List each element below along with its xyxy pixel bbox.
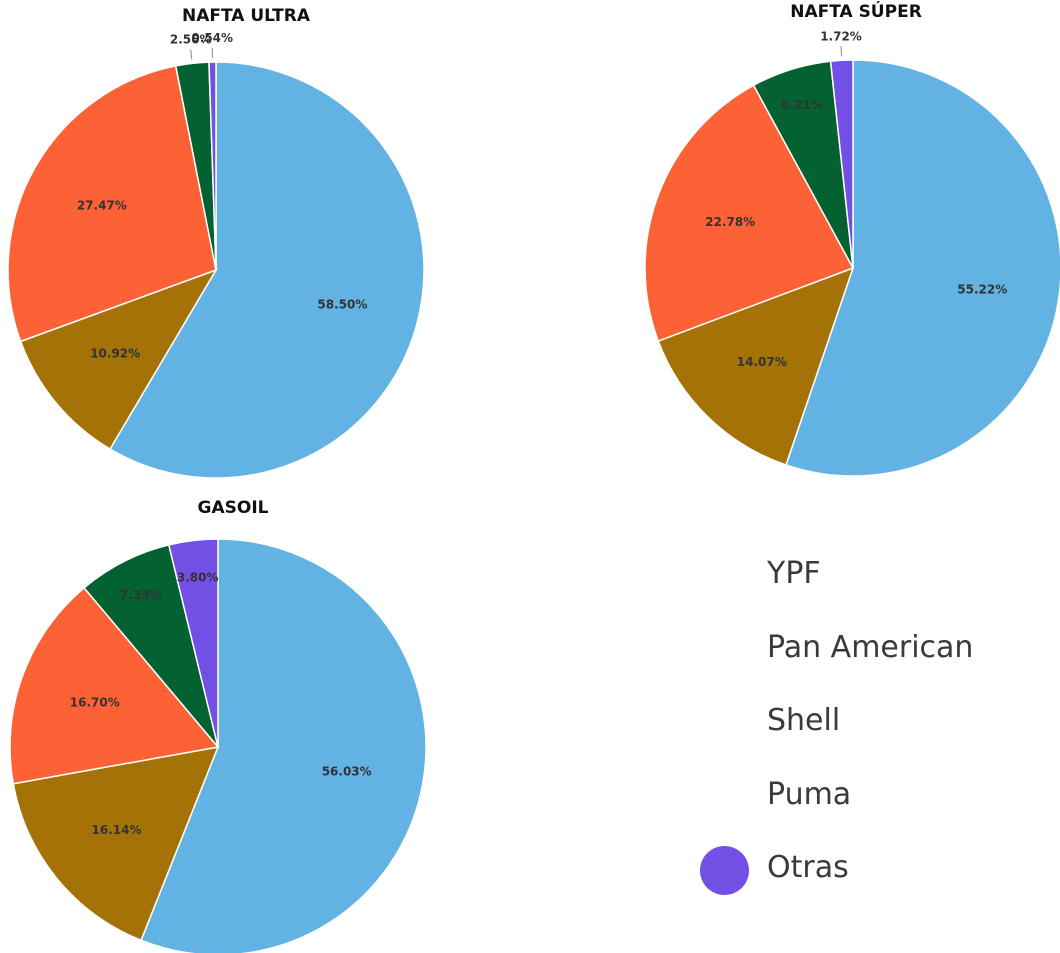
slice-gasoil-ypf <box>140 538 427 953</box>
slice-gasoil-puma <box>12 746 220 942</box>
legend-swatch-ypf <box>700 552 749 601</box>
slice-label-nafta-ultra-otras: 0.54% <box>191 31 233 45</box>
leader-line-nafta-s-per-otras <box>840 46 843 57</box>
pie-title-nafta-ultra: NAFTA ULTRA <box>182 6 311 26</box>
legend-label-ypf: YPF <box>767 556 821 591</box>
legend-item-pan-american: Pan American <box>700 612 1040 686</box>
leader-line-nafta-ultra-shell <box>190 49 193 60</box>
slice-label-nafta-s-per-puma: 14.07% <box>737 355 787 369</box>
slice-label-nafta-ultra-puma: 10.92% <box>90 347 140 361</box>
legend-item-shell: Shell <box>700 685 1040 759</box>
legend-label-otras: Otras <box>767 850 849 885</box>
slice-label-nafta-s-per-pan-american: 22.78% <box>705 215 755 229</box>
legend-swatch-puma <box>700 772 749 822</box>
pie-title-gasoil: GASOIL <box>198 498 269 518</box>
slice-label-nafta-ultra-pan-american: 27.47% <box>77 199 127 213</box>
legend-item-puma: Puma <box>700 759 1040 833</box>
slice-label-gasoil-ypf: 56.03% <box>322 765 372 779</box>
pie-gasoil: GASOIL 56.03% 16.14% 16.70% 7.33% 3.80% <box>9 498 427 953</box>
slice-nafta-ultra-puma <box>19 268 218 451</box>
slice-label-nafta-s-per-otras: 1.72% <box>820 29 862 43</box>
slice-nafta-ultra-pan-american <box>7 65 217 343</box>
legend-item-ypf: YPF <box>700 538 1040 612</box>
slice-label-nafta-s-per-ypf: 55.22% <box>957 282 1007 296</box>
pie-nafta-ultra: NAFTA ULTRA 58.50% 10.92% 27.47% 2.56%0.54% <box>7 6 425 479</box>
slice-label-nafta-ultra-ypf: 58.50% <box>317 298 367 312</box>
legend-label-pan-american: Pan American <box>767 629 974 665</box>
slice-label-gasoil-puma: 16.14% <box>92 823 142 837</box>
legend-label-puma: Puma <box>767 776 852 812</box>
legend-label-shell: Shell <box>767 703 841 738</box>
pie-title-nafta-s-per: NAFTA SÚPER <box>790 0 922 22</box>
slice-label-gasoil-otras: 3.80% <box>177 571 219 585</box>
slice-nafta-s-per-ypf <box>785 59 1060 477</box>
legend: YPF Pan American Shell Puma Otras <box>700 538 1040 906</box>
legend-swatch-pan-american <box>700 625 749 675</box>
slice-nafta-s-per-pan-american <box>644 84 855 342</box>
slice-label-gasoil-shell: 7.33% <box>120 588 162 602</box>
slice-label-nafta-s-per-shell: 6.21% <box>781 98 823 112</box>
slice-label-gasoil-pan-american: 16.70% <box>70 695 120 709</box>
legend-swatch-shell <box>700 699 749 748</box>
legend-swatch-otras <box>700 846 749 895</box>
slice-gasoil-otras <box>167 538 219 748</box>
slice-nafta-ultra-otras <box>208 61 217 271</box>
slice-nafta-ultra-ypf <box>109 61 425 479</box>
slice-nafta-s-per-puma <box>657 266 855 466</box>
pie-nafta-s-per: NAFTA SÚPER 55.22% 14.07% 22.78% 6.21% 1.72% <box>644 0 1060 477</box>
slice-label-nafta-ultra-shell: 2.56% <box>170 32 212 46</box>
slice-gasoil-pan-american <box>9 586 220 785</box>
slice-nafta-s-per-otras <box>829 59 854 269</box>
legend-item-otras: Otras <box>700 832 1040 906</box>
